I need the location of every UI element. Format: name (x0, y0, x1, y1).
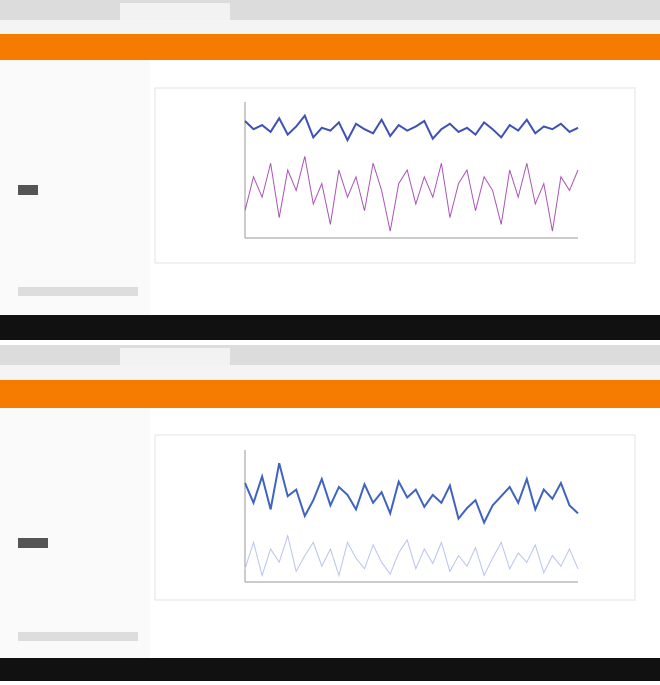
chart-card (155, 88, 635, 263)
app-header (0, 380, 660, 408)
screenshot (0, 0, 660, 681)
button[interactable] (18, 287, 138, 296)
tab-bar (0, 0, 660, 20)
address-bar[interactable] (0, 365, 660, 380)
tab[interactable] (120, 3, 230, 20)
toggle[interactable] (18, 185, 38, 195)
toggle[interactable] (18, 538, 48, 548)
taskbar (0, 315, 660, 340)
app-header (0, 34, 660, 60)
screen-bottom (0, 345, 660, 681)
screen-top (0, 0, 660, 340)
tab[interactable] (120, 348, 230, 365)
taskbar (0, 658, 660, 681)
address-bar[interactable] (0, 20, 660, 34)
button[interactable] (18, 632, 138, 641)
tab-bar (0, 345, 660, 365)
sidebar (0, 408, 150, 658)
chart-card (155, 435, 635, 600)
